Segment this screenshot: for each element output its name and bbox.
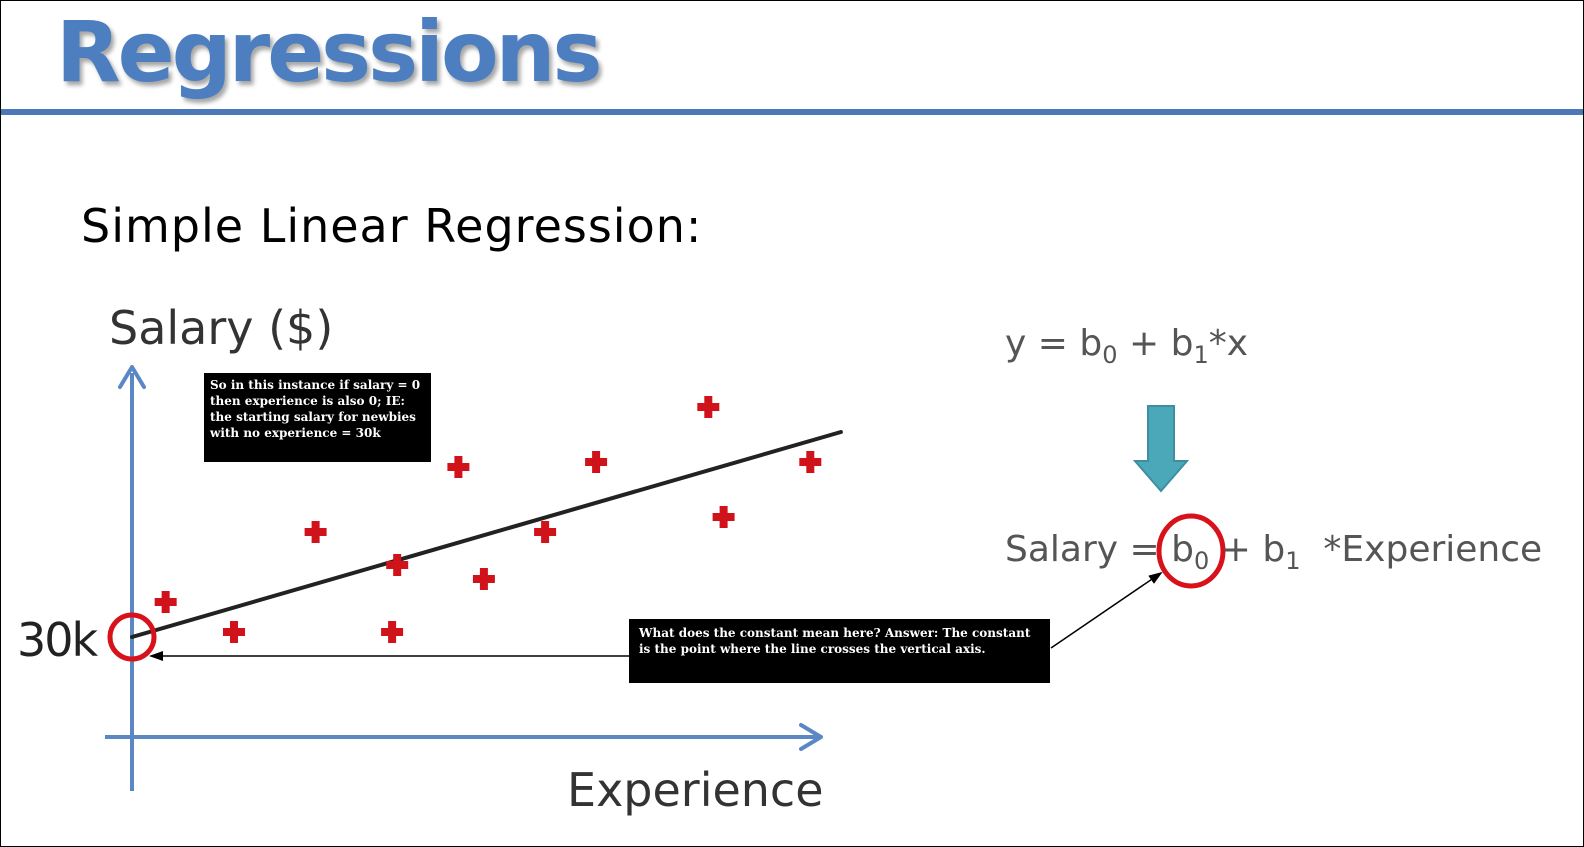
data-point-12 — [799, 451, 822, 473]
eq-b1-sub: 1 — [1193, 341, 1209, 369]
eq2-plus: + — [1220, 529, 1251, 570]
eq-b0: b — [1079, 323, 1103, 364]
chart-axes — [105, 365, 823, 791]
data-point-4 — [381, 621, 404, 643]
eq2-lhs: Salary — [1005, 529, 1119, 570]
y-axis-arrowhead — [118, 365, 146, 389]
data-point-7 — [472, 568, 495, 590]
eq-b1: b — [1170, 323, 1194, 364]
intercept-highlight-circle — [107, 612, 157, 662]
eq-equals: = — [1037, 323, 1068, 364]
title-divider — [1, 109, 1583, 115]
x-axis-arrowhead — [799, 723, 823, 751]
data-point-2 — [223, 621, 245, 643]
annotation-layer — [107, 405, 1226, 662]
data-points — [154, 396, 822, 643]
eq2-b0: b — [1171, 529, 1195, 570]
y-tick-label: 30k — [17, 613, 98, 667]
down-arrow-icon — [1132, 405, 1190, 493]
eq-y: y — [1005, 323, 1027, 364]
data-point-8 — [534, 521, 557, 543]
data-point-5 — [386, 554, 409, 576]
data-point-6 — [447, 456, 470, 478]
b0-highlight-circle — [1156, 513, 1226, 589]
eq-b0-sub: 0 — [1102, 341, 1118, 369]
x-axis-label: Experience — [567, 763, 824, 817]
eq-tail: *x — [1208, 323, 1249, 364]
b0-pointer-arrow — [1050, 571, 1163, 649]
slide-title: Regressions — [56, 3, 602, 101]
data-point-1 — [154, 591, 177, 613]
regression-line — [130, 430, 843, 639]
data-point-3 — [304, 521, 327, 543]
data-point-10 — [697, 396, 720, 418]
eq2-equals: = — [1129, 529, 1160, 570]
general-equation: y = b0 + b1*x — [1005, 323, 1248, 369]
eq2-b1: b — [1262, 529, 1286, 570]
annotation-note-bottom: What does the constant mean here? Answer… — [629, 619, 1050, 683]
slide-subtitle: Simple Linear Regression: — [81, 199, 703, 253]
salary-equation: Salary = b0 + b1 *Experience — [1005, 529, 1542, 575]
y-axis-label: Salary ($) — [109, 301, 334, 355]
annotation-note-top: So in this instance if salary = 0 then e… — [204, 373, 431, 462]
data-point-11 — [712, 506, 735, 528]
eq-plus: + — [1128, 323, 1160, 364]
data-point-9 — [585, 451, 608, 473]
eq2-b0-sub: 0 — [1194, 547, 1210, 575]
eq2-b1-sub: 1 — [1285, 547, 1301, 575]
eq2-tail: *Experience — [1323, 529, 1543, 570]
regression-line-layer — [130, 430, 843, 639]
